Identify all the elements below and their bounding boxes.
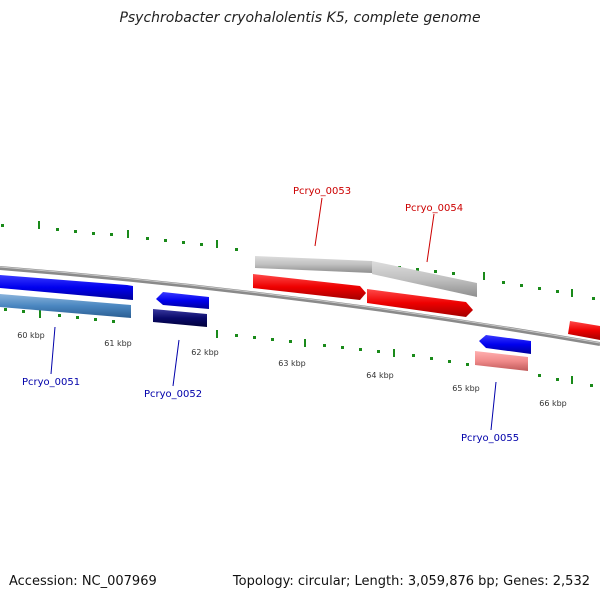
gene-label-pcryo-0052[interactable]: Pcryo_0052 bbox=[144, 389, 202, 400]
gene-red-arrow-3[interactable] bbox=[568, 321, 600, 340]
gene-pcryo-0053-feature[interactable] bbox=[255, 256, 372, 273]
genome-summary-text: Topology: circular; Length: 3,059,876 bp… bbox=[232, 574, 590, 589]
tick-label: 61 kbp bbox=[104, 339, 132, 348]
tick-label: 64 kbp bbox=[366, 371, 394, 380]
tick-label: 63 kbp bbox=[278, 359, 306, 368]
gene-pcryo-0051-feature[interactable] bbox=[0, 294, 131, 318]
gene-label-pcryo-0054[interactable]: Pcryo_0054 bbox=[405, 203, 463, 214]
tick-label: 62 kbp bbox=[191, 348, 219, 357]
tick-label: 66 kbp bbox=[539, 399, 567, 408]
leader-line-0055 bbox=[490, 381, 497, 431]
leader-line-0051 bbox=[50, 326, 56, 375]
gene-pcryo-0052-feature[interactable] bbox=[153, 309, 207, 327]
tick-label: 60 kbp bbox=[17, 331, 45, 340]
inner-scale-ticks bbox=[4, 308, 593, 387]
gene-red-arrow-1[interactable] bbox=[253, 274, 366, 300]
gene-red-arrow-2[interactable] bbox=[367, 289, 473, 317]
tick-label: 65 kbp bbox=[452, 384, 480, 393]
gene-pcryo-0054-feature[interactable] bbox=[372, 261, 477, 297]
leader-line-0052 bbox=[172, 339, 180, 387]
gene-label-pcryo-0053[interactable]: Pcryo_0053 bbox=[293, 186, 351, 197]
gene-pcryo-0055-feature[interactable] bbox=[475, 351, 528, 371]
accession-text: Accession: NC_007969 bbox=[9, 574, 157, 589]
gene-label-pcryo-0051[interactable]: Pcryo_0051 bbox=[22, 377, 80, 388]
map-title: Psychrobacter cryohalolentis K5, complet… bbox=[119, 10, 481, 26]
gene-pcryo-0051-arrow[interactable] bbox=[0, 275, 133, 300]
gene-pcryo-0052-arrow[interactable] bbox=[156, 292, 209, 309]
gene-pcryo-0055-arrow[interactable] bbox=[479, 335, 531, 354]
genome-backbone bbox=[0, 266, 600, 346]
leader-line-0053 bbox=[314, 197, 323, 247]
leader-line-0054 bbox=[426, 213, 435, 263]
gene-label-pcryo-0055[interactable]: Pcryo_0055 bbox=[461, 433, 519, 444]
